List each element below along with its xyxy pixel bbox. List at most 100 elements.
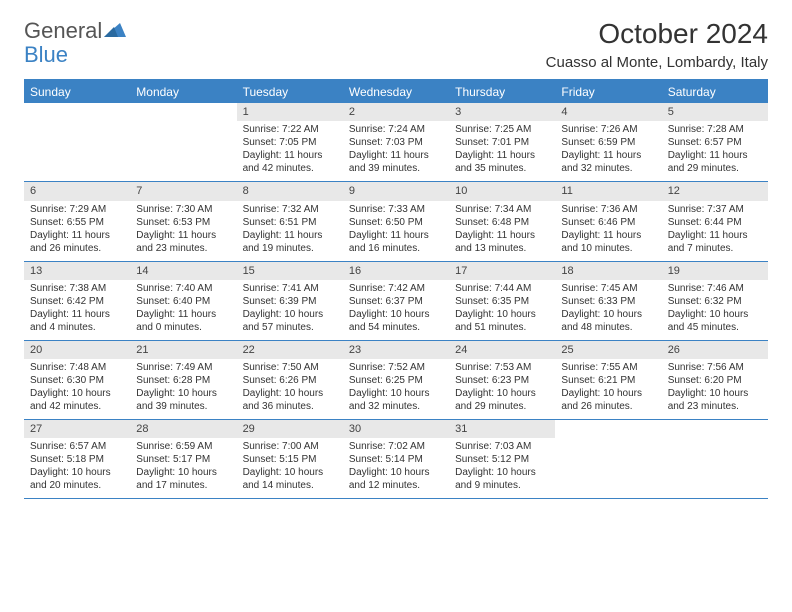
sunrise-text: Sunrise: 7:48 AM	[30, 361, 124, 374]
day-details: Sunrise: 6:57 AMSunset: 5:18 PMDaylight:…	[24, 438, 130, 498]
daylight-text: and 12 minutes.	[349, 479, 443, 492]
dayhead-friday: Friday	[555, 81, 661, 103]
sunset-text: Sunset: 6:55 PM	[30, 216, 124, 229]
daylight-text: and 36 minutes.	[243, 400, 337, 413]
sunrise-text: Sunrise: 6:59 AM	[136, 440, 230, 453]
sunrise-text: Sunrise: 7:33 AM	[349, 203, 443, 216]
day-number: 10	[449, 182, 555, 200]
sunrise-text: Sunrise: 7:29 AM	[30, 203, 124, 216]
day-number: 19	[662, 262, 768, 280]
daylight-text: and 20 minutes.	[30, 479, 124, 492]
day-cell: 17Sunrise: 7:44 AMSunset: 6:35 PMDayligh…	[449, 262, 555, 340]
sunset-text: Sunset: 6:35 PM	[455, 295, 549, 308]
sunrise-text: Sunrise: 7:37 AM	[668, 203, 762, 216]
sunrise-text: Sunrise: 7:30 AM	[136, 203, 230, 216]
sunrise-text: Sunrise: 7:32 AM	[243, 203, 337, 216]
sunrise-text: Sunrise: 7:02 AM	[349, 440, 443, 453]
sunset-text: Sunset: 6:44 PM	[668, 216, 762, 229]
day-cell: 15Sunrise: 7:41 AMSunset: 6:39 PMDayligh…	[237, 262, 343, 340]
sunrise-text: Sunrise: 7:53 AM	[455, 361, 549, 374]
dayhead-wednesday: Wednesday	[343, 81, 449, 103]
daylight-text: and 32 minutes.	[561, 162, 655, 175]
daylight-text: and 32 minutes.	[349, 400, 443, 413]
day-number: 12	[662, 182, 768, 200]
sunset-text: Sunset: 6:33 PM	[561, 295, 655, 308]
day-number: 13	[24, 262, 130, 280]
day-cell: 8Sunrise: 7:32 AMSunset: 6:51 PMDaylight…	[237, 182, 343, 260]
daylight-text: Daylight: 11 hours	[455, 149, 549, 162]
daylight-text: Daylight: 10 hours	[243, 466, 337, 479]
sunrise-text: Sunrise: 7:49 AM	[136, 361, 230, 374]
day-number: 5	[662, 103, 768, 121]
sunrise-text: Sunrise: 7:36 AM	[561, 203, 655, 216]
sunrise-text: Sunrise: 7:22 AM	[243, 123, 337, 136]
day-cell: 5Sunrise: 7:28 AMSunset: 6:57 PMDaylight…	[662, 103, 768, 181]
sunset-text: Sunset: 6:21 PM	[561, 374, 655, 387]
day-details: Sunrise: 7:56 AMSunset: 6:20 PMDaylight:…	[662, 359, 768, 419]
sunrise-text: Sunrise: 7:56 AM	[668, 361, 762, 374]
day-number: 16	[343, 262, 449, 280]
daylight-text: Daylight: 10 hours	[668, 308, 762, 321]
sunset-text: Sunset: 5:17 PM	[136, 453, 230, 466]
day-number: 22	[237, 341, 343, 359]
day-details: Sunrise: 7:26 AMSunset: 6:59 PMDaylight:…	[555, 121, 661, 181]
daylight-text: and 29 minutes.	[455, 400, 549, 413]
daylight-text: Daylight: 10 hours	[30, 466, 124, 479]
daylight-text: Daylight: 11 hours	[136, 308, 230, 321]
daylight-text: Daylight: 10 hours	[668, 387, 762, 400]
day-details: Sunrise: 7:28 AMSunset: 6:57 PMDaylight:…	[662, 121, 768, 181]
sunrise-text: Sunrise: 7:44 AM	[455, 282, 549, 295]
daylight-text: and 48 minutes.	[561, 321, 655, 334]
sunrise-text: Sunrise: 7:40 AM	[136, 282, 230, 295]
dayhead-thursday: Thursday	[449, 81, 555, 103]
sunset-text: Sunset: 6:51 PM	[243, 216, 337, 229]
daylight-text: Daylight: 10 hours	[30, 387, 124, 400]
day-cell: 1Sunrise: 7:22 AMSunset: 7:05 PMDaylight…	[237, 103, 343, 181]
daylight-text: and 7 minutes.	[668, 242, 762, 255]
daylight-text: Daylight: 11 hours	[455, 229, 549, 242]
daylight-text: and 54 minutes.	[349, 321, 443, 334]
day-number: 15	[237, 262, 343, 280]
week-row: 1Sunrise: 7:22 AMSunset: 7:05 PMDaylight…	[24, 103, 768, 182]
sunset-text: Sunset: 6:39 PM	[243, 295, 337, 308]
sunset-text: Sunset: 6:53 PM	[136, 216, 230, 229]
sunset-text: Sunset: 7:01 PM	[455, 136, 549, 149]
day-cell	[130, 103, 236, 181]
daylight-text: Daylight: 10 hours	[349, 308, 443, 321]
daylight-text: Daylight: 11 hours	[561, 229, 655, 242]
day-number: 25	[555, 341, 661, 359]
daylight-text: Daylight: 11 hours	[30, 308, 124, 321]
sunset-text: Sunset: 7:03 PM	[349, 136, 443, 149]
daylight-text: Daylight: 11 hours	[243, 229, 337, 242]
day-number: 26	[662, 341, 768, 359]
day-details: Sunrise: 7:55 AMSunset: 6:21 PMDaylight:…	[555, 359, 661, 419]
daylight-text: Daylight: 11 hours	[243, 149, 337, 162]
sunset-text: Sunset: 6:26 PM	[243, 374, 337, 387]
daylight-text: Daylight: 10 hours	[349, 466, 443, 479]
day-details: Sunrise: 7:53 AMSunset: 6:23 PMDaylight:…	[449, 359, 555, 419]
sunset-text: Sunset: 6:50 PM	[349, 216, 443, 229]
sunrise-text: Sunrise: 7:28 AM	[668, 123, 762, 136]
sunrise-text: Sunrise: 7:52 AM	[349, 361, 443, 374]
sunset-text: Sunset: 6:40 PM	[136, 295, 230, 308]
day-number: 20	[24, 341, 130, 359]
day-number: 17	[449, 262, 555, 280]
day-details: Sunrise: 7:41 AMSunset: 6:39 PMDaylight:…	[237, 280, 343, 340]
day-details: Sunrise: 7:50 AMSunset: 6:26 PMDaylight:…	[237, 359, 343, 419]
daylight-text: and 45 minutes.	[668, 321, 762, 334]
day-details: Sunrise: 6:59 AMSunset: 5:17 PMDaylight:…	[130, 438, 236, 498]
daylight-text: Daylight: 10 hours	[243, 308, 337, 321]
sunrise-text: Sunrise: 7:25 AM	[455, 123, 549, 136]
daylight-text: and 39 minutes.	[136, 400, 230, 413]
daylight-text: Daylight: 11 hours	[668, 149, 762, 162]
day-details: Sunrise: 7:37 AMSunset: 6:44 PMDaylight:…	[662, 201, 768, 261]
day-cell: 9Sunrise: 7:33 AMSunset: 6:50 PMDaylight…	[343, 182, 449, 260]
sunrise-text: Sunrise: 7:41 AM	[243, 282, 337, 295]
calendar-grid: Sunday Monday Tuesday Wednesday Thursday…	[24, 79, 768, 499]
sunrise-text: Sunrise: 7:55 AM	[561, 361, 655, 374]
sunrise-text: Sunrise: 7:42 AM	[349, 282, 443, 295]
day-number: 6	[24, 182, 130, 200]
day-header-row: Sunday Monday Tuesday Wednesday Thursday…	[24, 81, 768, 103]
day-cell: 31Sunrise: 7:03 AMSunset: 5:12 PMDayligh…	[449, 420, 555, 498]
daylight-text: and 19 minutes.	[243, 242, 337, 255]
